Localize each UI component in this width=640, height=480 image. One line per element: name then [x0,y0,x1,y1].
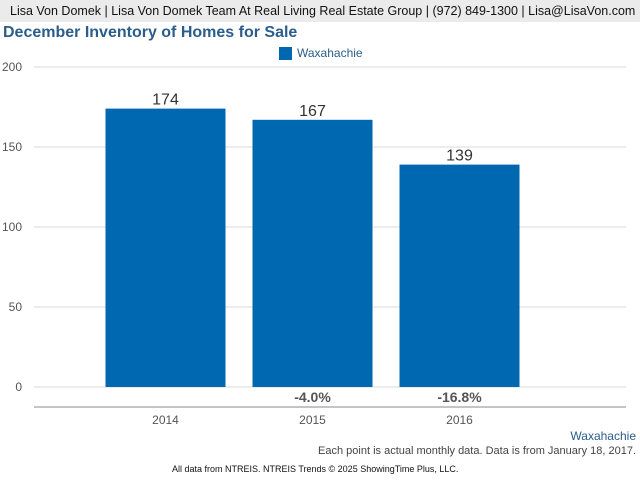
data-labels: 174 167 139 [152,92,473,165]
y-tick-label: 0 [15,380,22,394]
change-label-2016: -16.8% [437,389,482,405]
data-label-2015: 167 [299,103,326,120]
bar-2014[interactable] [105,108,226,387]
area-link[interactable]: Waxahachie [570,429,636,443]
copyright-footer: All data from NTREIS. NTREIS Trends © 20… [0,459,640,480]
data-label-2016: 139 [446,148,473,165]
y-tick-label: 50 [9,300,23,314]
y-axis-ticks: 0 50 100 150 200 [2,60,22,394]
bars [105,108,520,388]
x-axis-ticks: 2014 2015 2016 [152,413,473,424]
x-tick-label-2014: 2014 [152,413,179,424]
bar-2015[interactable] [252,119,373,388]
x-tick-label-2016: 2016 [446,413,473,424]
bar-2016[interactable] [399,164,520,387]
y-tick-label: 150 [2,140,22,154]
data-label-2014: 174 [152,92,179,109]
legend-swatch [279,46,292,60]
x-tick-label-2015: 2015 [299,413,326,424]
data-footnote: Each point is actual monthly data. Data … [318,445,636,457]
legend-label: Waxahachie [297,46,363,60]
change-labels: -4.0% -16.8% [294,389,482,405]
y-tick-label: 200 [2,60,22,74]
y-tick-label: 100 [2,220,22,234]
legend[interactable]: Waxahachie [279,46,363,60]
bar-chart: 0 50 100 150 200 174 167 139 2014 2015 2016 -4.0… [2,60,626,424]
agent-contact-header: Lisa Von Domek | Lisa Von Domek Team At … [0,0,640,22]
chart-title: December Inventory of Homes for Sale [3,24,298,41]
change-label-2015: -4.0% [294,389,331,405]
